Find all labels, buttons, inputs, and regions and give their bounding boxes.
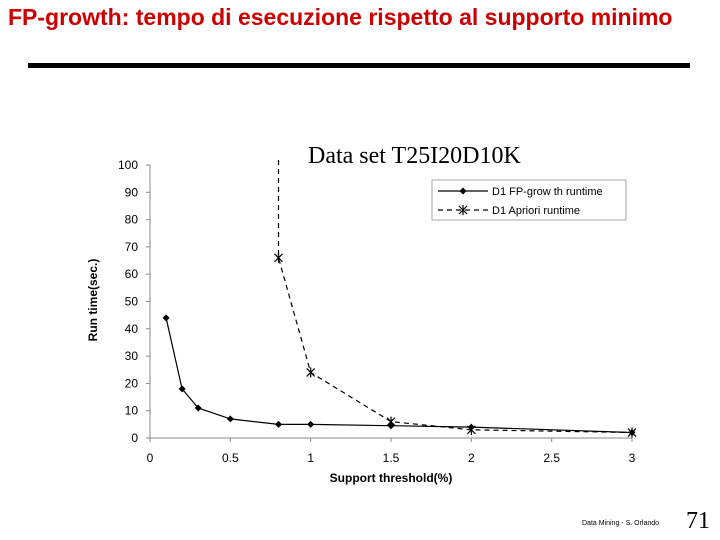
data-point xyxy=(306,367,316,378)
data-point xyxy=(162,314,170,322)
x-tick-label: 1.5 xyxy=(383,451,400,465)
data-point xyxy=(627,427,637,438)
data-point xyxy=(274,252,283,263)
footer-text: Data Mining - S. Orlando xyxy=(582,520,660,527)
slide-title: FP-growth: tempo di esecuzione rispetto … xyxy=(8,4,673,30)
y-tick-label: 60 xyxy=(125,267,139,281)
data-point xyxy=(275,420,283,428)
y-tick-label: 30 xyxy=(125,349,139,363)
x-tick-label: 0 xyxy=(147,451,154,465)
data-point xyxy=(466,424,476,435)
legend-label: D1 Apriori runtime xyxy=(492,205,580,217)
y-tick-label: 0 xyxy=(131,431,138,445)
chart-marks xyxy=(162,160,637,438)
legend-box xyxy=(431,179,627,221)
y-axis-label: Run time(sec.) xyxy=(86,259,100,342)
x-tick-label: 1 xyxy=(307,451,314,465)
title-underline xyxy=(28,63,690,68)
y-tick-label: 90 xyxy=(125,185,139,199)
y-tick-label: 40 xyxy=(125,322,139,336)
series-line-1 xyxy=(165,317,633,434)
y-tick-label: 50 xyxy=(125,295,139,309)
x-axis-label: Support threshold(%) xyxy=(330,471,453,485)
data-point xyxy=(178,385,186,393)
legend-marker xyxy=(458,205,468,215)
data-point xyxy=(307,420,315,428)
chart-axes: 0 10 20 30 40 50 60 70 80 90 100 0 0.5 1 1.5 2 2.5 3 xyxy=(118,158,636,465)
legend-label: D1 FP-grow th runtime xyxy=(492,186,603,198)
chart-legend: D1 FP-grow th runtime D1 Apriori runtime xyxy=(431,179,627,221)
x-tick-label: 2 xyxy=(468,451,475,465)
chart-title: Data set T25I20D10K xyxy=(308,143,521,169)
y-tick-label: 100 xyxy=(118,158,138,172)
x-tick-label: 3 xyxy=(629,451,636,465)
page-number: 71 xyxy=(686,508,710,534)
x-tick-label: 2.5 xyxy=(543,451,560,465)
y-tick-label: 20 xyxy=(125,376,139,390)
y-tick-label: 80 xyxy=(125,213,139,227)
x-tick-label: 0.5 xyxy=(222,451,239,465)
y-tick-label: 10 xyxy=(125,404,139,418)
data-point xyxy=(226,415,234,423)
data-point xyxy=(386,416,396,427)
legend-marker xyxy=(459,187,467,195)
data-point xyxy=(194,404,202,412)
y-tick-label: 70 xyxy=(125,240,139,254)
